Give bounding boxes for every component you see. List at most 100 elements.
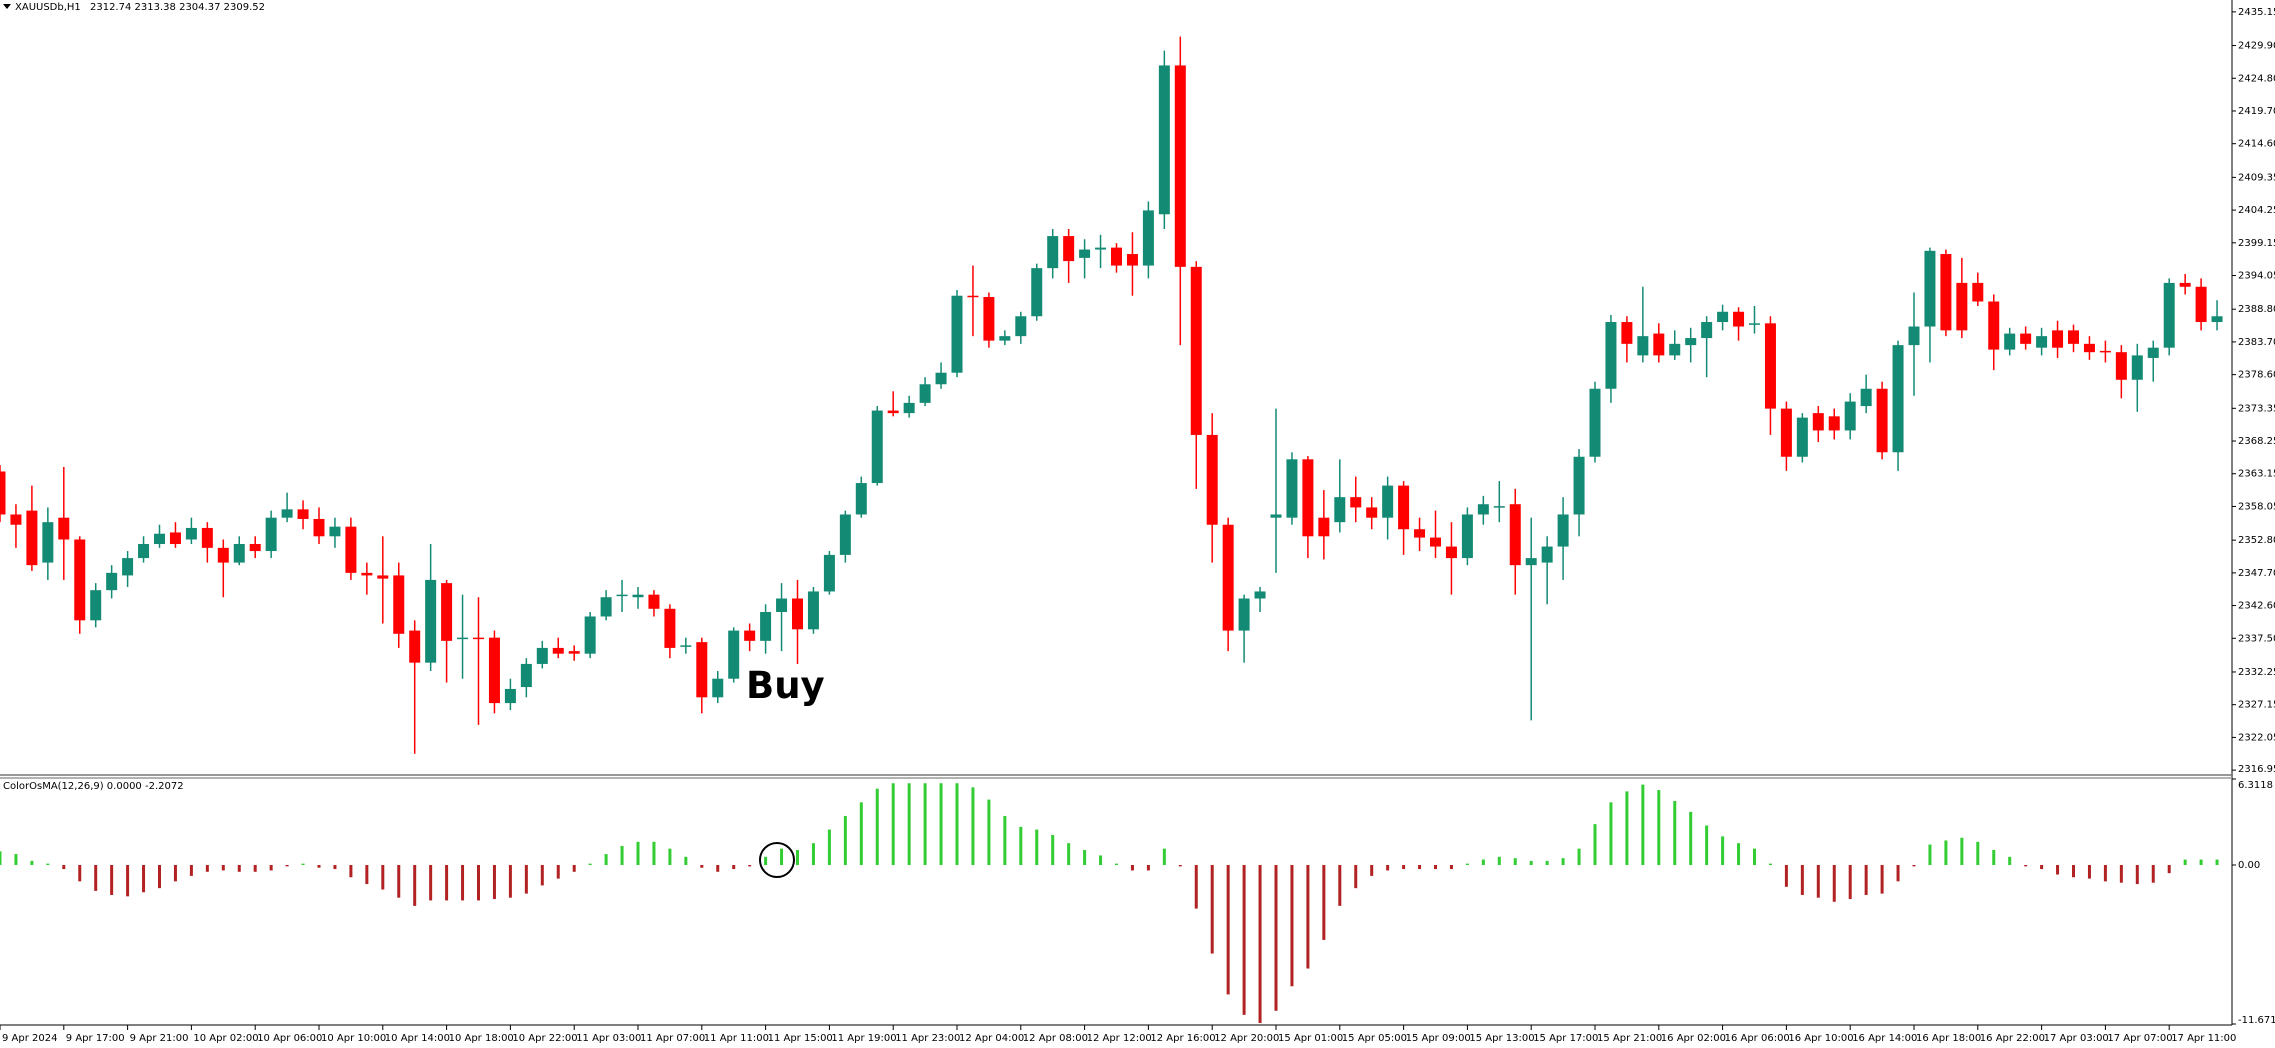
- candle-body: [1222, 524, 1234, 631]
- histogram-bar: [62, 864, 66, 870]
- histogram-bar: [764, 856, 768, 865]
- candle-body: [839, 514, 851, 555]
- x-tick-label: 11 Apr 19:00: [831, 1033, 896, 1044]
- histogram-bar: [620, 845, 624, 865]
- candle-body: [1956, 282, 1968, 331]
- histogram-bar: [78, 864, 82, 882]
- histogram-bar: [1003, 815, 1007, 865]
- candle-body: [584, 616, 596, 654]
- histogram-bar: [1178, 864, 1182, 867]
- histogram-bar: [1673, 800, 1677, 865]
- y-tick-label: 2435.15: [2238, 7, 2275, 18]
- candle-body: [776, 598, 788, 612]
- candle-body: [377, 575, 389, 579]
- histogram-bar: [333, 864, 337, 870]
- candle-body: [744, 630, 756, 641]
- y-tick-label: 2399.15: [2238, 238, 2275, 249]
- candle-body: [1190, 266, 1202, 435]
- histogram-bar: [1753, 848, 1756, 865]
- candle-body: [329, 526, 341, 537]
- histogram-bar: [907, 783, 911, 865]
- candle-body: [1876, 388, 1888, 453]
- y-tick-label: 2373.35: [2238, 403, 2275, 414]
- y-tick-label: 2378.60: [2238, 370, 2275, 381]
- histogram-bar: [46, 863, 50, 865]
- histogram-bar: [253, 864, 257, 872]
- histogram-bar: [1657, 790, 1661, 865]
- histogram-bar: [1274, 864, 1278, 1011]
- histogram-bar: [1306, 864, 1310, 969]
- candle-body: [728, 630, 740, 679]
- histogram-bar: [1976, 841, 1980, 865]
- y-tick-label: 0.00: [2238, 860, 2260, 871]
- histogram-bar: [732, 864, 736, 870]
- histogram-bar: [748, 864, 752, 867]
- histogram-bar: [1051, 835, 1055, 865]
- x-tick-label: 12 Apr 20:00: [1214, 1033, 1279, 1044]
- candle-body: [1302, 459, 1314, 537]
- histogram-bar: [1386, 864, 1390, 871]
- candle-body: [1621, 322, 1633, 344]
- histogram-bar: [1146, 864, 1150, 871]
- histogram-bar: [173, 864, 177, 882]
- candle-body: [1174, 65, 1186, 267]
- y-tick-label: 2424.80: [2238, 73, 2275, 84]
- histogram-bar: [1115, 863, 1118, 865]
- histogram-bar: [461, 864, 465, 901]
- candle-body: [2099, 350, 2111, 353]
- candle-body: [249, 543, 261, 552]
- candle-body: [1015, 316, 1027, 337]
- candle-body: [1366, 507, 1378, 518]
- histogram-bar: [381, 864, 385, 890]
- candle-body: [1031, 268, 1043, 317]
- candle-body: [393, 575, 405, 634]
- candle-body: [1908, 326, 1920, 346]
- y-tick-label: 2383.70: [2238, 337, 2275, 348]
- histogram-bar: [588, 863, 592, 865]
- histogram-bar: [1242, 864, 1246, 1015]
- x-tick-label: 10 Apr 22:00: [512, 1033, 577, 1044]
- histogram-bar: [1465, 863, 1469, 865]
- histogram-bar: [349, 864, 353, 878]
- histogram-bar: [1402, 864, 1406, 870]
- candle-body: [2211, 316, 2223, 323]
- candle-body: [2004, 333, 2016, 350]
- histogram-bar: [859, 802, 863, 865]
- candle-body: [887, 410, 899, 414]
- x-tick-label: 10 Apr 10:00: [321, 1033, 386, 1044]
- histogram-bar: [556, 864, 560, 879]
- candle-body: [1924, 250, 1936, 327]
- candle-body: [2083, 343, 2095, 353]
- histogram-bar: [1912, 864, 1916, 867]
- histogram-bar: [1944, 840, 1948, 865]
- histogram-bar: [1880, 864, 1884, 894]
- histogram-bar: [1370, 864, 1374, 876]
- x-tick-label: 15 Apr 13:00: [1469, 1033, 1534, 1044]
- candle-body: [297, 509, 309, 519]
- y-tick-label: 2414.60: [2238, 139, 2275, 150]
- candle-body: [1477, 504, 1489, 515]
- histogram-bar: [2151, 864, 2155, 883]
- candle-body: [871, 410, 883, 484]
- candle-body: [2020, 333, 2032, 344]
- histogram-bar: [1290, 864, 1294, 987]
- candle-body: [1254, 591, 1266, 599]
- candle-body: [2115, 352, 2127, 380]
- candle-body: [1637, 336, 1649, 356]
- candle-body: [185, 527, 197, 540]
- x-tick-label: 12 Apr 08:00: [1023, 1033, 1088, 1044]
- symbol: XAUUSDb,H1: [15, 2, 81, 13]
- histogram-bar: [301, 863, 305, 865]
- histogram-bar: [30, 860, 34, 865]
- histogram-bar: [780, 848, 784, 865]
- histogram-bar: [1593, 824, 1597, 865]
- histogram-bar: [2135, 864, 2139, 885]
- candle-body: [2131, 355, 2143, 380]
- x-tick-label: 10 Apr 18:00: [449, 1033, 514, 1044]
- histogram-bar: [1322, 864, 1326, 940]
- chart-header: XAUUSDb,H1 2312.74 2313.38 2304.37 2309.…: [15, 2, 265, 13]
- candle-body: [712, 678, 724, 698]
- candle-body: [1940, 254, 1952, 331]
- candle-body: [2195, 286, 2207, 323]
